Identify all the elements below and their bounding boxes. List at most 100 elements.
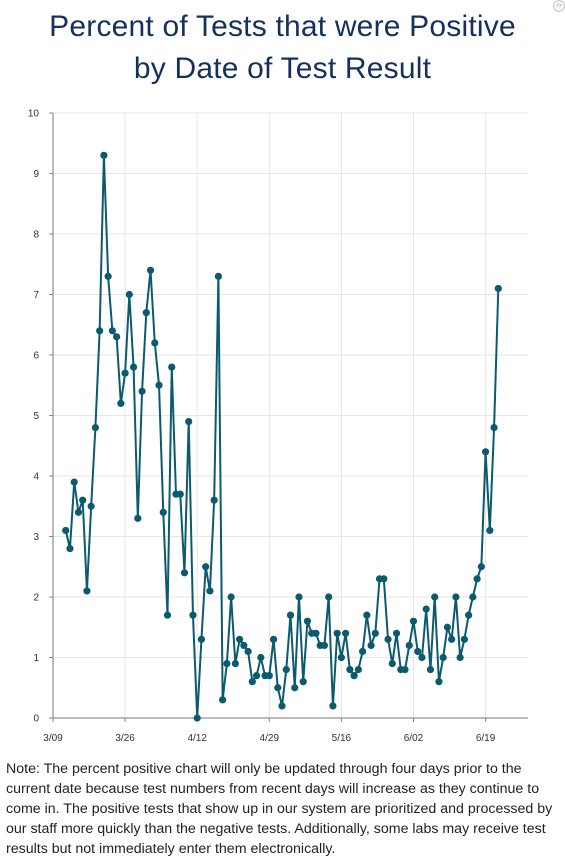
- data-point[interactable]: [66, 545, 74, 553]
- data-point[interactable]: [83, 587, 91, 595]
- data-point[interactable]: [108, 327, 116, 335]
- data-point[interactable]: [168, 363, 176, 371]
- data-point[interactable]: [392, 629, 401, 637]
- data-point[interactable]: [62, 526, 70, 535]
- data-point[interactable]: [346, 666, 354, 674]
- data-point[interactable]: [244, 647, 252, 656]
- data-point[interactable]: [448, 635, 456, 643]
- data-point[interactable]: [435, 678, 443, 686]
- data-point[interactable]: [329, 702, 337, 710]
- data-point[interactable]: [155, 381, 163, 389]
- data-point[interactable]: [231, 659, 239, 668]
- data-point[interactable]: [295, 593, 303, 601]
- data-point[interactable]: [303, 617, 312, 625]
- data-point[interactable]: [248, 678, 256, 686]
- data-point[interactable]: [320, 641, 329, 650]
- data-point[interactable]: [125, 290, 133, 299]
- data-point[interactable]: [214, 272, 222, 280]
- data-point[interactable]: [202, 563, 210, 571]
- data-point[interactable]: [414, 647, 422, 656]
- data-point[interactable]: [104, 272, 112, 280]
- data-point[interactable]: [282, 666, 290, 674]
- data-point[interactable]: [452, 593, 460, 601]
- data-point[interactable]: [443, 623, 452, 631]
- data-point[interactable]: [185, 417, 193, 426]
- data-point[interactable]: [227, 593, 235, 601]
- data-point[interactable]: [291, 684, 299, 692]
- data-point[interactable]: [87, 502, 95, 510]
- data-point[interactable]: [197, 635, 206, 643]
- data-point[interactable]: [159, 508, 167, 516]
- data-point[interactable]: [337, 653, 345, 662]
- data-point[interactable]: [431, 593, 439, 601]
- data-point[interactable]: [325, 593, 333, 601]
- data-point[interactable]: [189, 611, 197, 619]
- data-point[interactable]: [146, 266, 155, 274]
- x-tick-label: 6/19: [476, 733, 496, 744]
- data-point[interactable]: [274, 684, 282, 692]
- data-point[interactable]: [481, 448, 490, 456]
- data-point[interactable]: [193, 714, 201, 722]
- data-point[interactable]: [439, 653, 447, 662]
- x-tick-label: 4/12: [187, 733, 207, 744]
- data-point[interactable]: [180, 569, 189, 577]
- data-point[interactable]: [460, 635, 468, 643]
- data-point[interactable]: [113, 333, 121, 341]
- data-point[interactable]: [418, 653, 426, 662]
- data-point[interactable]: [236, 635, 244, 643]
- data-point[interactable]: [405, 641, 413, 650]
- data-point[interactable]: [100, 151, 108, 159]
- data-point[interactable]: [401, 666, 409, 674]
- data-point[interactable]: [299, 678, 307, 686]
- data-point[interactable]: [223, 659, 231, 668]
- data-point[interactable]: [350, 672, 358, 680]
- data-point[interactable]: [79, 496, 87, 504]
- grid-lines: [52, 112, 528, 718]
- data-point[interactable]: [121, 369, 129, 377]
- data-point[interactable]: [465, 611, 473, 619]
- data-point[interactable]: [219, 696, 227, 704]
- data-point[interactable]: [151, 339, 159, 347]
- data-point[interactable]: [312, 629, 320, 637]
- data-point[interactable]: [354, 666, 362, 674]
- data-point[interactable]: [367, 641, 375, 650]
- data-point[interactable]: [286, 611, 295, 619]
- data-point[interactable]: [371, 629, 379, 637]
- data-point[interactable]: [333, 629, 341, 637]
- data-point[interactable]: [426, 666, 435, 674]
- data-point[interactable]: [456, 653, 464, 662]
- data-point[interactable]: [409, 617, 418, 625]
- data-point[interactable]: [240, 641, 248, 650]
- data-point[interactable]: [477, 563, 485, 571]
- data-point[interactable]: [163, 611, 172, 619]
- data-point[interactable]: [384, 635, 392, 643]
- data-point[interactable]: [342, 629, 350, 637]
- data-point[interactable]: [252, 672, 261, 680]
- data-point[interactable]: [494, 284, 502, 293]
- data-point[interactable]: [134, 514, 142, 522]
- data-point[interactable]: [74, 508, 83, 516]
- data-point[interactable]: [265, 672, 273, 680]
- data-point[interactable]: [473, 575, 481, 583]
- data-point[interactable]: [70, 478, 78, 486]
- data-point[interactable]: [422, 605, 430, 613]
- data-point[interactable]: [142, 309, 150, 317]
- data-point[interactable]: [210, 496, 218, 504]
- data-point[interactable]: [486, 526, 494, 535]
- data-point[interactable]: [359, 647, 367, 656]
- data-point[interactable]: [138, 387, 146, 395]
- data-point[interactable]: [176, 490, 184, 498]
- data-point[interactable]: [490, 424, 498, 432]
- data-point[interactable]: [469, 593, 477, 601]
- data-point[interactable]: [206, 587, 214, 595]
- data-point[interactable]: [117, 399, 125, 407]
- data-point[interactable]: [257, 653, 265, 662]
- data-point[interactable]: [363, 611, 371, 619]
- data-point[interactable]: [129, 363, 138, 371]
- data-point[interactable]: [269, 635, 278, 643]
- data-point[interactable]: [278, 702, 286, 710]
- data-point[interactable]: [91, 424, 100, 432]
- data-point[interactable]: [388, 659, 396, 668]
- data-point[interactable]: [380, 575, 388, 583]
- data-point[interactable]: [96, 327, 104, 335]
